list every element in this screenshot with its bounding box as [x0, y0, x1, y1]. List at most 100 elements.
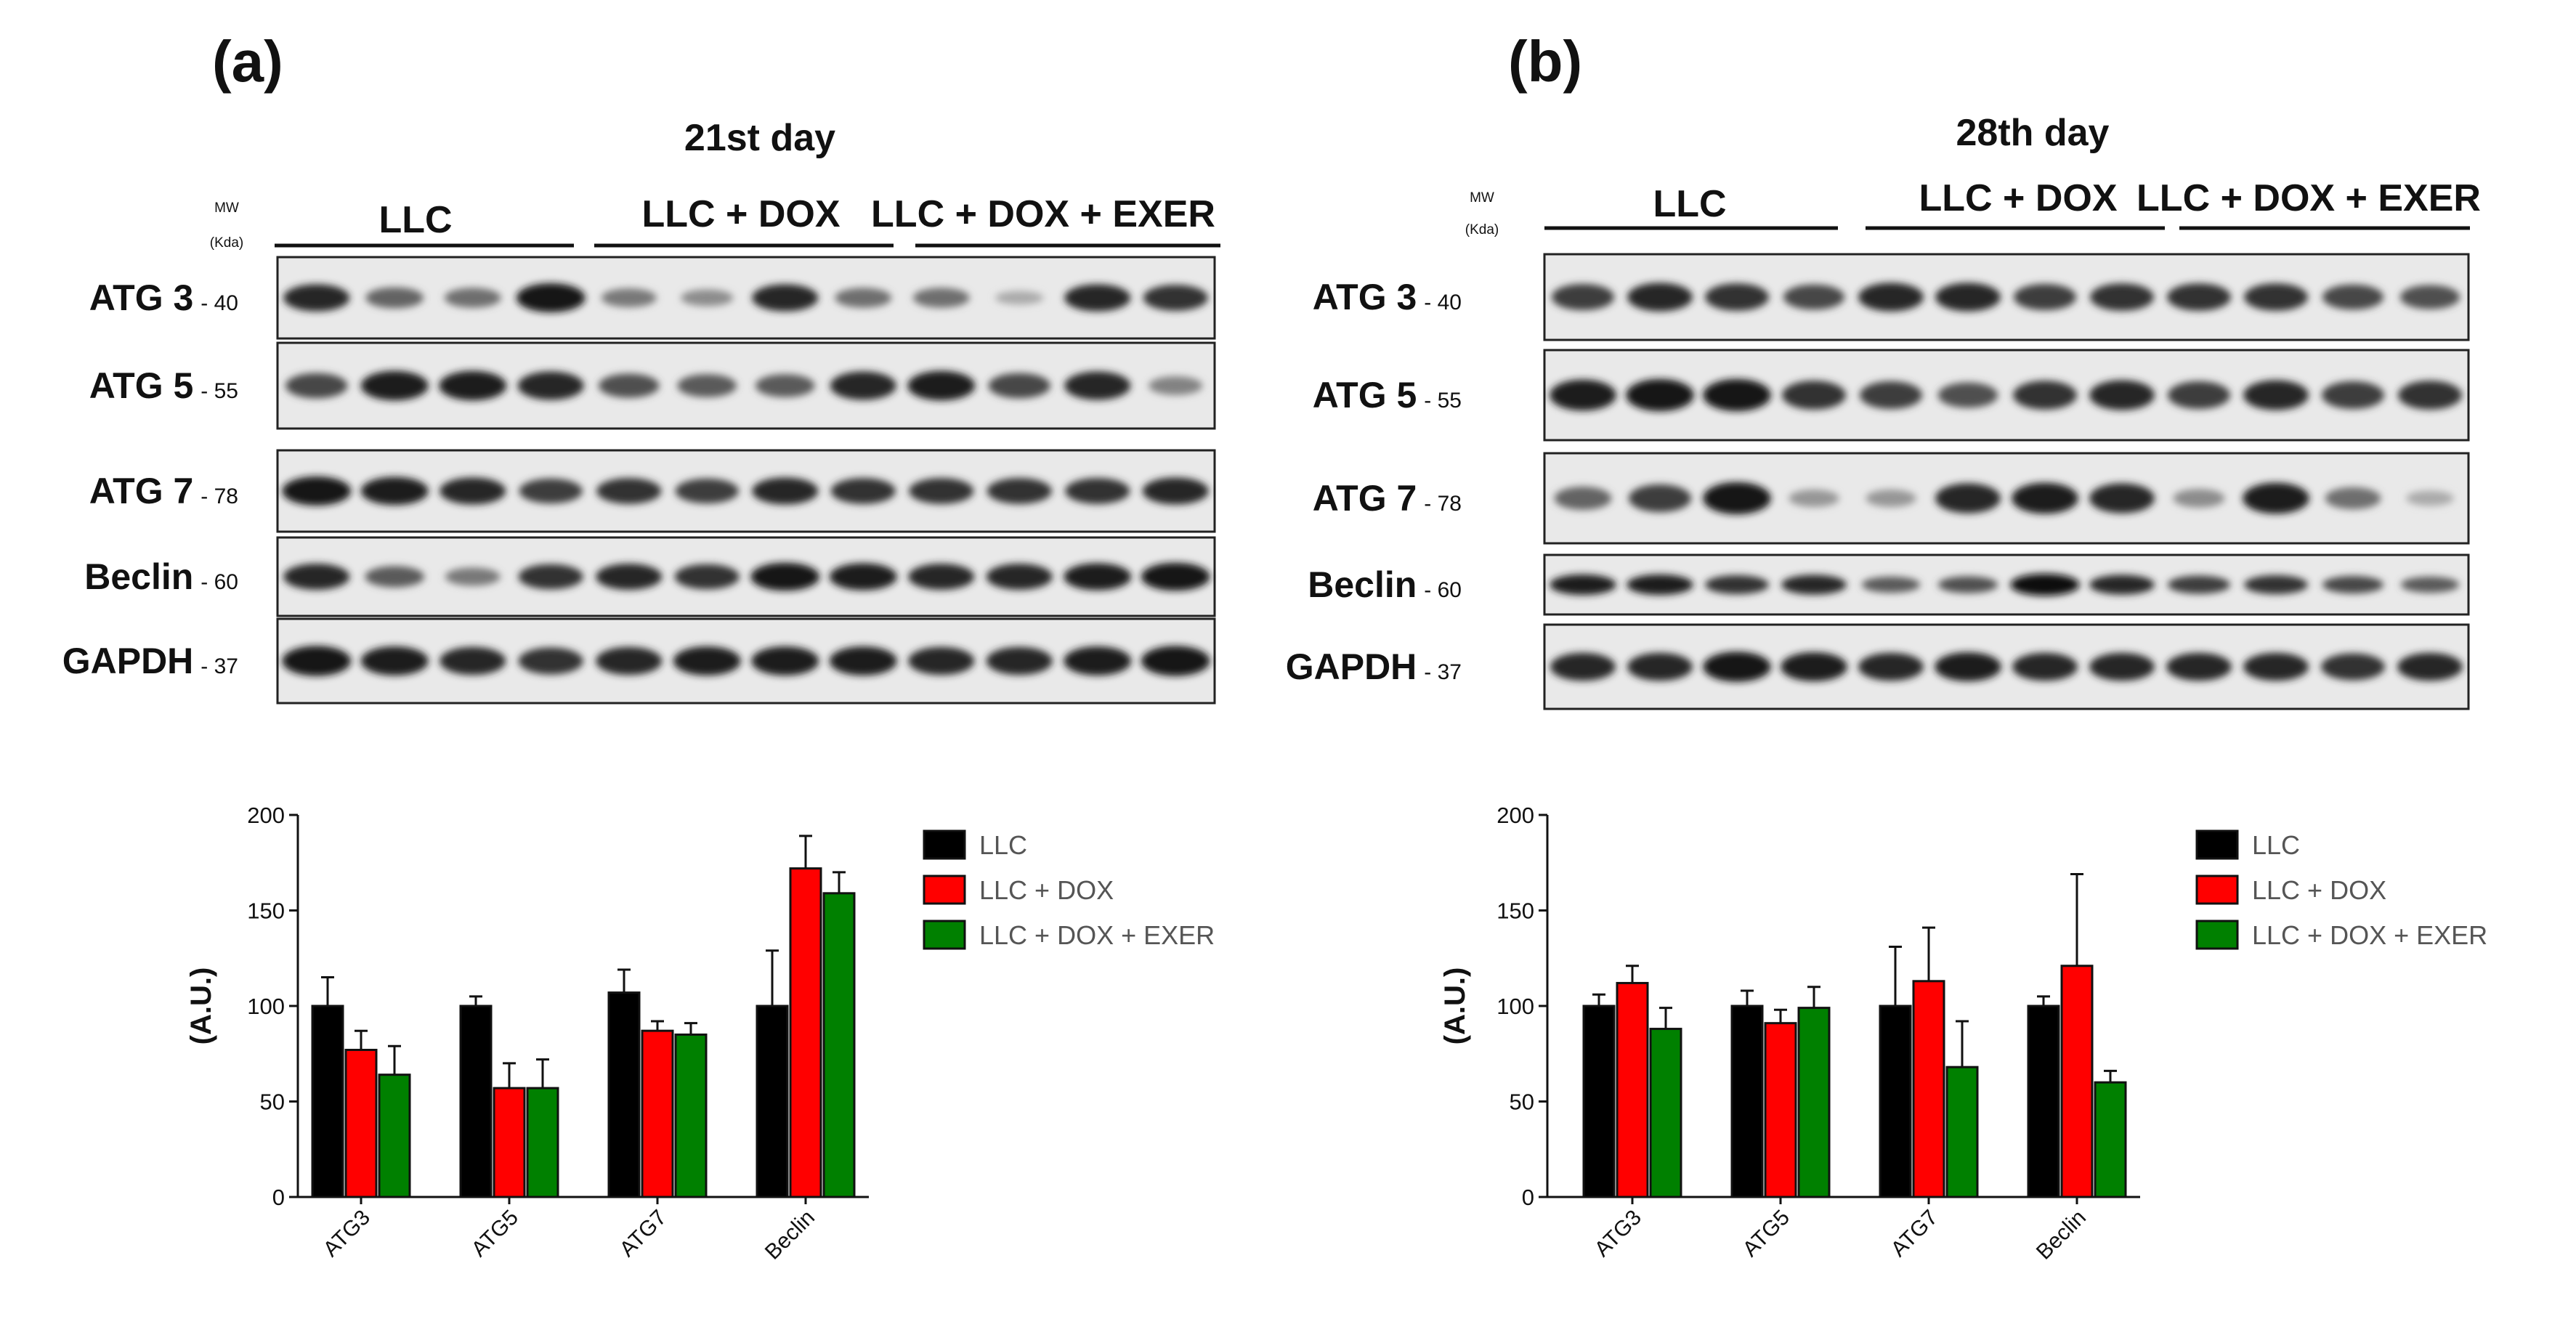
- blot-band: [1705, 575, 1769, 595]
- blot-band: [1064, 563, 1132, 591]
- protein-mw: - 55: [1424, 389, 1462, 413]
- protein-label: Beclin - 60: [84, 556, 238, 597]
- blot-band: [750, 562, 820, 591]
- blot-band: [677, 374, 737, 397]
- blot-band: [517, 371, 584, 400]
- blot-band: [2166, 652, 2232, 681]
- group-label-llc-dox-exer: LLC + DOX + EXER: [871, 193, 1215, 235]
- blot-band: [2012, 652, 2078, 681]
- y-axis-label: (A.U.): [1439, 967, 1471, 1045]
- blot-band: [2244, 575, 2308, 595]
- blot-band: [2321, 653, 2385, 681]
- blot-band: [440, 477, 506, 505]
- blot-band: [674, 564, 740, 590]
- x-tick-label: Beclin: [2032, 1206, 2091, 1265]
- legend-swatch: [2195, 874, 2239, 905]
- blot-band: [2243, 380, 2309, 410]
- protein-label: ATG 3 - 40: [1313, 277, 1462, 317]
- group-label-llc-dox: LLC + DOX: [641, 193, 840, 235]
- blot-band: [596, 478, 662, 504]
- blot-band: [1937, 576, 1998, 593]
- panel-letter: (b): [1508, 29, 1582, 94]
- blot-strip: ATG 3 - 40: [89, 256, 1216, 340]
- bar: [1616, 981, 1649, 1198]
- protein-mw: - 78: [1424, 492, 1462, 516]
- protein-label: GAPDH - 37: [62, 641, 238, 681]
- blot-band: [1935, 483, 2001, 514]
- blot-frame: [276, 617, 1216, 705]
- blot-band: [1858, 652, 1924, 681]
- blot-band: [365, 287, 424, 309]
- blot-band: [445, 567, 501, 586]
- protein-name: ATG 3: [1313, 277, 1417, 317]
- y-tick-label: 200: [1496, 803, 1534, 828]
- blot-band: [601, 288, 657, 308]
- blot-band: [1781, 575, 1847, 595]
- blot-band: [1628, 484, 1692, 513]
- blot-band: [2243, 652, 2309, 681]
- blot-frame: [1543, 253, 2470, 341]
- blot-band: [598, 373, 660, 398]
- x-tick-label: ATG3: [1590, 1206, 1646, 1262]
- bar: [2094, 1081, 2127, 1198]
- blot-band: [519, 478, 583, 504]
- protein-mw: - 40: [201, 291, 238, 315]
- blot-band: [752, 477, 819, 505]
- blot-band: [2010, 573, 2080, 596]
- blot-band: [1866, 489, 1916, 508]
- blot-strip: GAPDH - 37: [62, 617, 1216, 705]
- blot-band: [282, 476, 352, 506]
- blot-band: [755, 374, 815, 397]
- group-label-llc-dox: LLC + DOX: [1919, 177, 2117, 219]
- y-tick-label: 0: [1522, 1185, 1534, 1210]
- x-tick-label: Beclin: [761, 1206, 819, 1265]
- blot-band: [1064, 646, 1132, 676]
- legend-label: LLC + DOX: [2252, 875, 2386, 905]
- bar: [607, 991, 641, 1198]
- bar: [1582, 1005, 1616, 1198]
- protein-label: ATG 7 - 78: [1313, 478, 1462, 519]
- blot-band: [2325, 487, 2381, 510]
- blot-band: [1550, 574, 1616, 596]
- blot-strips: ATG 3 - 40 ATG 5 - 55 ATG 7 - 78 Beclin - 60 GAP…: [1286, 253, 2470, 710]
- blot-band: [2090, 283, 2154, 311]
- protein-mw: - 37: [201, 654, 238, 678]
- blot-band: [751, 646, 819, 676]
- bar: [822, 892, 856, 1198]
- blot-frame: [276, 341, 1216, 430]
- y-tick-label: 0: [272, 1185, 285, 1210]
- protein-name: Beclin: [1308, 564, 1417, 605]
- protein-label: ATG 7 - 78: [89, 471, 238, 511]
- protein-label: ATG 3 - 40: [89, 277, 238, 318]
- blot-frame: [1543, 623, 2470, 710]
- blot-band: [1141, 646, 1210, 676]
- panel-a: (a) 21st day MW (Kda) LLC LLC + DOX LLC …: [62, 29, 1220, 1265]
- bar: [1730, 1005, 1764, 1198]
- blot-band: [986, 646, 1053, 675]
- blot-band: [2089, 652, 2155, 681]
- bar: [1945, 1066, 1979, 1198]
- blot-band: [2397, 652, 2463, 681]
- mw-unit: (Kda): [210, 235, 243, 251]
- day-title: 28th day: [1956, 112, 2110, 154]
- blot-band: [1782, 381, 1846, 410]
- blot-frame: [1543, 452, 2470, 545]
- blot-band: [2244, 283, 2308, 311]
- protein-name: GAPDH: [1286, 646, 1417, 687]
- blot-frame: [276, 449, 1216, 533]
- protein-mw: - 55: [201, 379, 238, 403]
- blot-band: [1064, 371, 1131, 400]
- x-tick-label: ATG7: [1887, 1206, 1943, 1262]
- bar: [674, 1033, 708, 1198]
- mw-label: MW: [1470, 190, 1494, 206]
- mw-label: MW: [214, 200, 239, 216]
- protein-name: ATG 7: [89, 471, 194, 511]
- blot-band: [1935, 283, 2001, 312]
- blot-band: [518, 564, 583, 590]
- blot-band: [1550, 379, 1616, 411]
- blot-strip: ATG 7 - 78: [89, 449, 1216, 533]
- blot-band: [1858, 283, 1924, 312]
- blot-band: [285, 373, 348, 399]
